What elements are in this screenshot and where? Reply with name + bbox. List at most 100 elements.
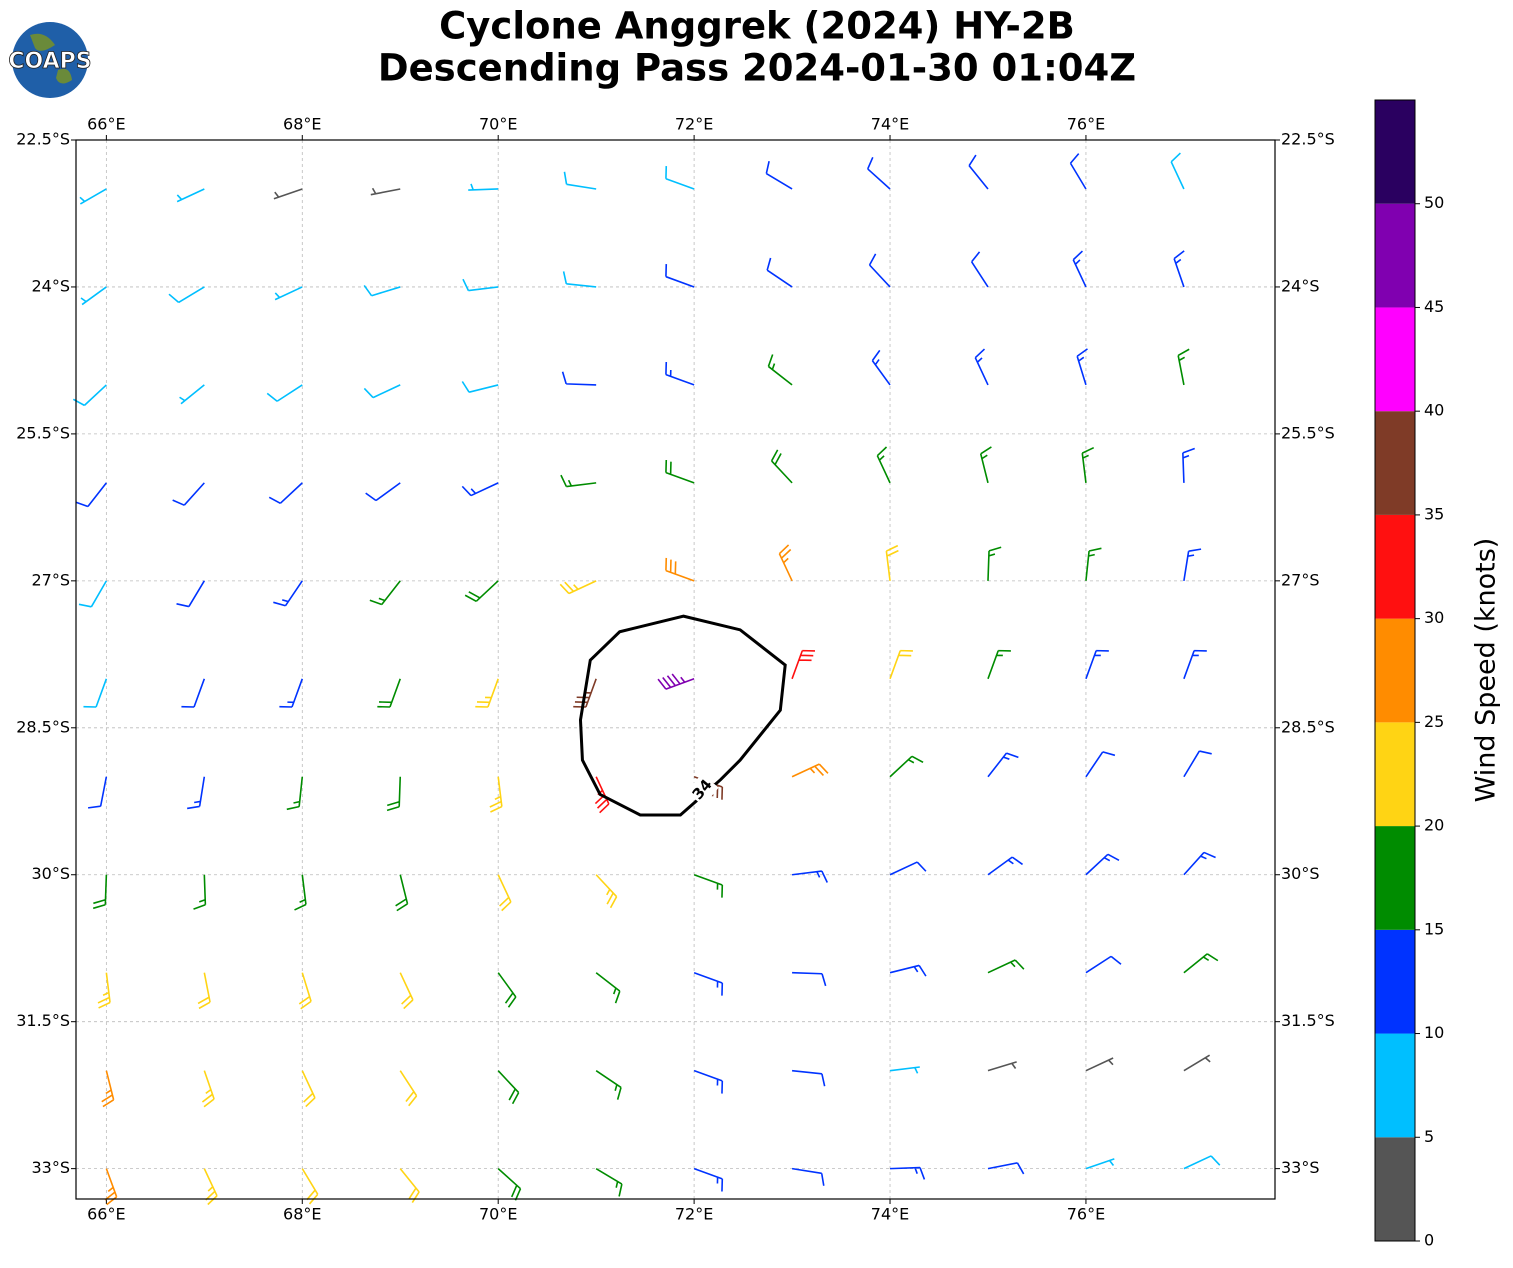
x-tick-label: 66°E	[87, 1205, 125, 1224]
wind-barb	[1183, 953, 1219, 974]
wind-barb	[92, 874, 108, 910]
wind-barb	[395, 874, 409, 912]
logo-text: COAPS	[8, 49, 91, 74]
wind-barb	[665, 459, 695, 484]
colorbar-band	[1375, 411, 1415, 515]
wind-barb	[1177, 348, 1190, 386]
wind-barb	[187, 776, 206, 810]
colorbar-tick-label: 50	[1424, 193, 1444, 212]
wind-barb	[885, 544, 899, 581]
wind-barb	[1183, 649, 1207, 680]
contour-label-box	[686, 773, 719, 806]
colorbar-band	[1375, 929, 1415, 1034]
wind-barb	[792, 971, 827, 987]
wind-barb	[72, 384, 107, 407]
wind-barb	[268, 482, 303, 505]
wind-barb	[298, 972, 312, 1010]
wind-barb	[871, 349, 891, 386]
wind-barb	[766, 257, 793, 288]
colorbar-band	[1375, 203, 1415, 308]
colorbar-band	[1375, 1033, 1415, 1138]
wind-barb	[987, 1162, 1025, 1175]
colorbar-tick-label: 5	[1424, 1127, 1434, 1146]
wind-barb	[889, 755, 924, 778]
wind-barb	[497, 1168, 522, 1201]
wind-barb	[778, 544, 793, 582]
wind-barb	[179, 384, 205, 405]
wind-barb	[286, 776, 304, 811]
colorbar-tick-label: 35	[1424, 504, 1444, 523]
y-tick-label: 24°S	[31, 276, 70, 295]
wind-barb	[101, 1070, 115, 1108]
wind-barb	[399, 972, 414, 1010]
wind-barb	[889, 1166, 926, 1180]
y-tick-label: 24°S	[1281, 276, 1320, 295]
wind-barb	[791, 870, 829, 883]
wind-barb	[866, 156, 891, 190]
colorbar-band	[1375, 722, 1415, 827]
wind-barb	[78, 580, 108, 608]
wind-barb	[665, 264, 695, 288]
wind-barb	[560, 474, 597, 488]
wind-barb	[979, 446, 992, 484]
y-tick-label: 27°S	[1281, 570, 1320, 589]
wind-barb	[889, 1066, 920, 1074]
wind-barb	[693, 1167, 724, 1192]
wind-barb	[1182, 447, 1195, 483]
wind-barb	[767, 354, 793, 386]
wind-barb	[693, 873, 724, 898]
x-tick-label: 66°E	[87, 115, 125, 134]
wind-barb	[80, 286, 107, 306]
wind-barb	[363, 284, 401, 297]
wind-barb	[168, 286, 205, 304]
x-tick-label: 68°E	[283, 115, 321, 134]
x-tick-label: 72°E	[675, 1205, 713, 1224]
colorbar-tick-label: 45	[1424, 297, 1444, 316]
wind-barb	[657, 673, 695, 690]
x-tick-label: 72°E	[675, 115, 713, 134]
wind-barb	[1081, 446, 1095, 483]
wind-barb	[497, 874, 512, 912]
wind-barb	[770, 449, 793, 484]
colorbar-label: Wind Speed (knots)	[1471, 538, 1502, 803]
wind-barb	[791, 1069, 826, 1087]
wind-barb	[79, 188, 107, 205]
wind-barb	[595, 1167, 623, 1197]
contour-label: 34	[689, 776, 716, 804]
wind-barb	[97, 972, 111, 1009]
wind-barb	[1183, 548, 1202, 581]
wind-barb	[399, 1070, 418, 1107]
colorbar-tick-label: 20	[1424, 816, 1444, 835]
x-tick-label: 70°E	[479, 1205, 517, 1224]
y-tick-label: 25.5°S	[1281, 423, 1335, 442]
wind-barb	[274, 286, 303, 301]
wind-barb	[791, 763, 829, 778]
colorbar-tick-label: 25	[1424, 712, 1444, 731]
wind-barb	[968, 154, 989, 190]
wind-barb	[765, 161, 793, 190]
logo-land	[30, 33, 72, 84]
colorbar-band	[1375, 307, 1415, 412]
x-tick-label: 76°E	[1067, 1205, 1105, 1224]
colorbar-band	[1375, 618, 1415, 723]
wind-barb	[193, 874, 207, 910]
colorbar-tick-label: 40	[1424, 401, 1444, 420]
colorbar-tick-label: 10	[1424, 1023, 1444, 1042]
wind-barb	[1170, 152, 1185, 190]
colorbar-tick-label: 0	[1424, 1231, 1434, 1250]
wind-barb	[370, 187, 401, 196]
y-tick-label: 22.5°S	[1281, 130, 1335, 149]
wind-barb	[172, 482, 205, 506]
wind-barb	[987, 752, 1019, 778]
wind-barb	[365, 482, 401, 502]
wind-barb	[1085, 1057, 1114, 1072]
wind-barb	[87, 776, 108, 809]
wind-barb	[791, 649, 815, 680]
wind-barb	[489, 776, 503, 813]
y-tick-label: 22.5°S	[16, 130, 70, 149]
wind-barb	[595, 972, 621, 1004]
wind-barb	[181, 678, 206, 708]
colorbar-band	[1375, 826, 1415, 930]
y-tick-label: 28.5°S	[16, 717, 70, 736]
